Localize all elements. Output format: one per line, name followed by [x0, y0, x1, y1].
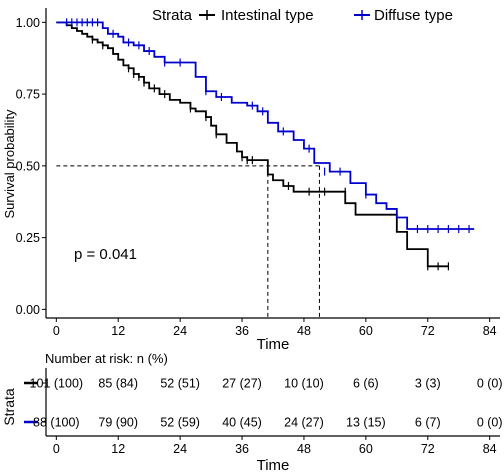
risk-x-tick-label: 12: [111, 442, 125, 456]
risk-cell: 88 (100): [33, 416, 80, 430]
risk-cell: 24 (27): [284, 416, 324, 430]
risk-cell: 0 (0): [477, 377, 503, 391]
y-tick-label: 0.50: [16, 159, 40, 173]
risk-cell: 6 (7): [415, 416, 441, 430]
risk-cell: 52 (51): [160, 377, 200, 391]
legend: Strata Intestinal type Diffuse type: [152, 7, 453, 24]
risk-table-axes: [42, 368, 500, 437]
legend-key-intestinal: [199, 10, 215, 20]
x-tick-label: 72: [421, 324, 435, 338]
legend-label-intestinal: Intestinal type: [221, 7, 314, 24]
risk-table-x-ticks: 0 12 24 36 48 60 72 84: [53, 436, 497, 456]
y-tick-label: 0.25: [16, 231, 40, 245]
risk-cell: 6 (6): [353, 377, 379, 391]
p-value-annotation: p = 0.041: [74, 246, 137, 263]
risk-cell: 52 (59): [160, 416, 200, 430]
risk-cell: 40 (45): [222, 416, 262, 430]
x-tick-label: 48: [297, 324, 311, 338]
risk-cell: 0 (0): [477, 416, 503, 430]
risk-x-tick-label: 0: [53, 442, 60, 456]
risk-x-tick-label: 24: [173, 442, 187, 456]
plot-axes: [45, 8, 500, 319]
y-axis-label: Survival probability: [2, 109, 17, 219]
risk-table-xlabel: Time: [257, 457, 290, 474]
y-tick-label: 0.00: [16, 303, 40, 317]
x-axis-ticks: 0 12 24 36 48 60 72 84: [53, 318, 497, 338]
risk-cell: 101 (100): [30, 377, 84, 391]
risk-x-tick-label: 48: [297, 442, 311, 456]
x-tick-label: 60: [359, 324, 373, 338]
x-tick-label: 12: [111, 324, 125, 338]
y-tick-label: 0.75: [16, 88, 40, 102]
x-tick-label: 0: [53, 324, 60, 338]
risk-x-tick-label: 84: [483, 442, 497, 456]
plot-area: [56, 18, 475, 318]
risk-x-tick-label: 60: [359, 442, 373, 456]
x-tick-label: 36: [235, 324, 249, 338]
risk-x-tick-label: 36: [235, 442, 249, 456]
risk-table-keys: [24, 381, 38, 424]
legend-title: Strata: [152, 7, 193, 24]
x-tick-label: 24: [173, 324, 187, 338]
risk-cell: 27 (27): [222, 377, 262, 391]
x-axis-label: Time: [257, 336, 290, 353]
y-axis-ticks: 0.00 0.25 0.50 0.75 1.00: [16, 16, 46, 317]
y-tick-label: 1.00: [16, 16, 40, 30]
risk-cell: 79 (90): [98, 416, 138, 430]
survival-curve-intestinal: [56, 21, 449, 268]
legend-label-diffuse: Diffuse type: [374, 7, 453, 24]
legend-key-diffuse: [354, 10, 370, 20]
risk-cell: 85 (84): [98, 377, 138, 391]
risk-table-title: Number at risk: n (%): [45, 351, 168, 366]
x-tick-label: 84: [483, 324, 497, 338]
risk-cell: 3 (3): [415, 377, 441, 391]
risk-table-cells: 101 (100) 85 (84) 52 (51) 27 (27) 10 (10) 6 (…: [30, 377, 503, 430]
risk-cell: 10 (10): [284, 377, 324, 391]
risk-x-tick-label: 72: [421, 442, 435, 456]
risk-cell: 13 (15): [346, 416, 386, 430]
risk-table-ylabel: Strata: [1, 388, 17, 426]
